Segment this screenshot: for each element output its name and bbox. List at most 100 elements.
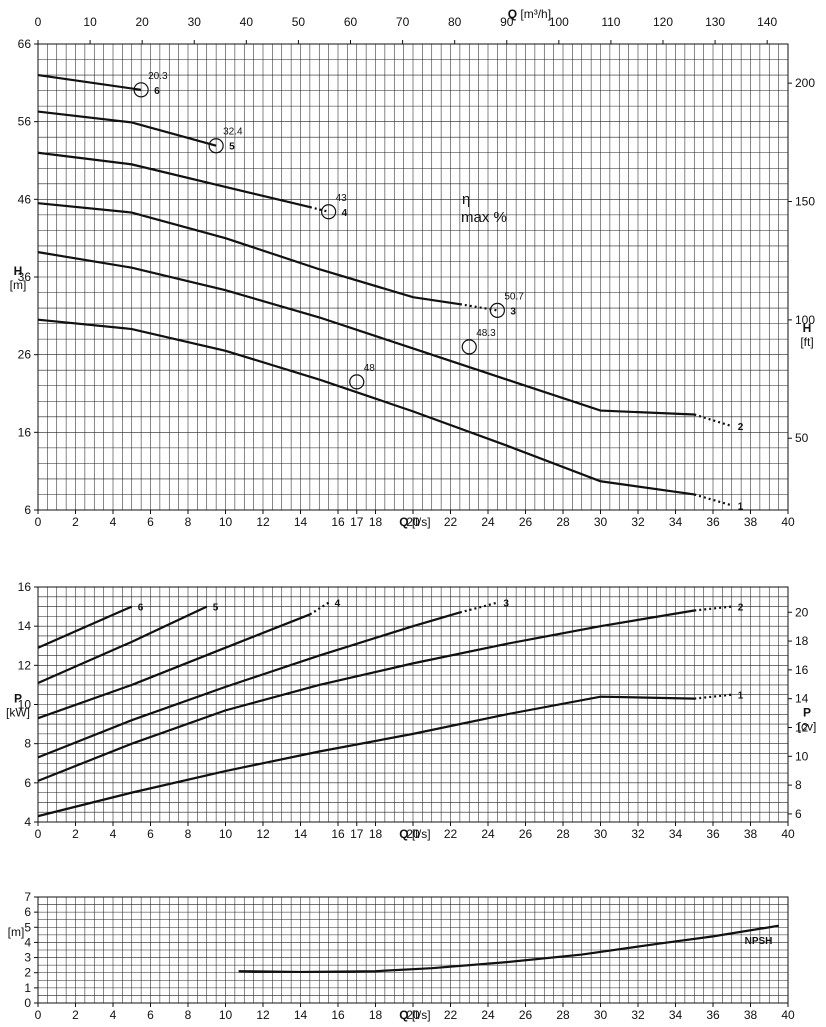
curve-label: NPSH xyxy=(745,936,773,947)
y2-axis-unit: [ft] xyxy=(800,335,813,349)
x2-tick-label: 40 xyxy=(240,15,254,29)
curve-line xyxy=(238,924,779,974)
curve-extension-dotted xyxy=(693,413,733,428)
x-tick-label: 32 xyxy=(631,515,645,529)
curve-extension-dotted xyxy=(459,303,498,312)
x-tick-label: 28 xyxy=(556,827,570,841)
curve-line xyxy=(37,611,461,759)
curve-extension-dotted xyxy=(693,493,733,507)
x-tick-label: 34 xyxy=(669,1008,683,1022)
x-tick-label: 26 xyxy=(519,515,533,529)
series-6: 620.3 xyxy=(37,71,168,98)
x-tick-label: 6 xyxy=(147,515,154,529)
efficiency-marker xyxy=(133,82,149,98)
x-axis-label-symbol: Q xyxy=(399,827,412,841)
series-4: 443 xyxy=(37,151,348,220)
curve-extension-dotted xyxy=(459,601,498,614)
x-tick-label: 12 xyxy=(256,1008,270,1022)
y-axis-unit: [m] xyxy=(8,925,25,939)
x-tick-label: 4 xyxy=(110,1008,117,1022)
efficiency-marker xyxy=(321,204,337,220)
y-tick-label: 0 xyxy=(24,996,31,1010)
y-tick-label: 36 xyxy=(18,270,32,284)
x-tick-label: 2 xyxy=(72,827,79,841)
y-tick-label: 6 xyxy=(24,905,31,919)
x2-tick-label: 110 xyxy=(601,15,620,29)
x-tick-label: 8 xyxy=(185,1008,192,1022)
y-tick-label: 12 xyxy=(18,658,32,672)
x-tick-label: 26 xyxy=(519,827,533,841)
x-tick-label: 30 xyxy=(594,827,608,841)
x-tick-label: 0 xyxy=(35,515,42,529)
curve-number-label: 6 xyxy=(138,603,144,614)
x2-tick-label: 0 xyxy=(35,15,42,29)
chart-panel-2: 0 2 4 6 8 10 12 14 16 17 18 20 22 24 26 28 30 32 34 36 38 40Q… xyxy=(6,580,816,841)
grid-lines xyxy=(38,44,788,510)
curve-extension-dotted xyxy=(309,206,329,213)
x2-tick-label: 120 xyxy=(653,15,673,29)
x2-tick-label: 20 xyxy=(135,15,149,29)
curve-number-label: 3 xyxy=(510,306,516,317)
curve-line xyxy=(37,202,461,306)
efficiency-value-label: 50.7 xyxy=(504,291,524,302)
chart-panel-1: 0 2 4 6 8 10 12 14 16 17 18 20 22 24 26 28 30 32 34 36 38 40Q… xyxy=(10,7,816,529)
y-tick-label: 7 xyxy=(24,890,31,904)
y-axis-label: P xyxy=(14,692,22,706)
x-tick-label: 20 xyxy=(406,515,420,529)
y-tick-label: 6 xyxy=(24,503,31,517)
y2-tick-label: 6 xyxy=(795,807,802,821)
y-tick-label: 4 xyxy=(24,815,31,829)
x2-tick-label: 70 xyxy=(396,15,410,29)
curve-line xyxy=(37,251,695,416)
x-tick-label: 30 xyxy=(594,515,608,529)
x-tick-label: 2 xyxy=(72,1008,79,1022)
series-5: 5 xyxy=(37,603,219,684)
curve-number-label: 5 xyxy=(213,603,219,614)
x-tick-label: 28 xyxy=(556,515,570,529)
x2-tick-label: 80 xyxy=(448,15,462,29)
x-tick-label: 4 xyxy=(110,827,117,841)
x-tick-label: 34 xyxy=(669,515,683,529)
y-tick-label: 16 xyxy=(18,425,32,439)
curve-extension-dotted xyxy=(694,605,732,612)
x-tick-label: 2 xyxy=(72,515,79,529)
curve-number-label: 5 xyxy=(229,142,235,153)
y-tick-label: 56 xyxy=(18,115,32,129)
curve-line xyxy=(37,613,311,720)
curve-line xyxy=(37,110,217,147)
y-tick-label: 66 xyxy=(18,37,32,51)
x-axis-label-unit: [l/s] xyxy=(412,1008,431,1022)
curve-number-label: 4 xyxy=(335,599,341,610)
x-tick-label: 40 xyxy=(781,515,795,529)
x-tick-label: 16 xyxy=(331,1008,345,1022)
x-tick-label: 36 xyxy=(706,1008,720,1022)
x-tick-label: 17 xyxy=(350,827,364,841)
curve-number-label: 1 xyxy=(738,501,744,512)
efficiency-value-label: 43 xyxy=(336,193,348,204)
x-tick-label: 16 xyxy=(331,827,345,841)
x-tick-label: 12 xyxy=(256,515,270,529)
x-tick-label: 38 xyxy=(744,827,758,841)
y-axis-unit: [m] xyxy=(10,278,27,292)
x-tick-label: 12 xyxy=(256,827,270,841)
efficiency-marker xyxy=(461,339,477,355)
x-axis-label: Q [l/s] xyxy=(399,827,430,841)
x-tick-label: 10 xyxy=(219,515,233,529)
x-tick-label: 10 xyxy=(219,1008,233,1022)
x-tick-label: 24 xyxy=(481,1008,495,1022)
x-tick-label: 16 xyxy=(331,515,345,529)
x-tick-label: 4 xyxy=(110,515,117,529)
x-tick-label: 8 xyxy=(185,515,192,529)
efficiency-symbol: η xyxy=(462,191,470,208)
x-tick-label: 20 xyxy=(406,1008,420,1022)
x-tick-label: 14 xyxy=(294,1008,308,1022)
x-tick-label: 18 xyxy=(369,1008,383,1022)
x-axis-label: Q [l/s] xyxy=(399,515,430,529)
curve-extension-dotted xyxy=(309,601,330,616)
curve-number-label: 6 xyxy=(154,86,160,97)
curve-number-label: 4 xyxy=(342,208,348,219)
series-3: 350.7 xyxy=(37,202,524,318)
y2-tick-label: 8 xyxy=(795,778,802,792)
x-axis-label: Q [l/s] xyxy=(399,1008,430,1022)
